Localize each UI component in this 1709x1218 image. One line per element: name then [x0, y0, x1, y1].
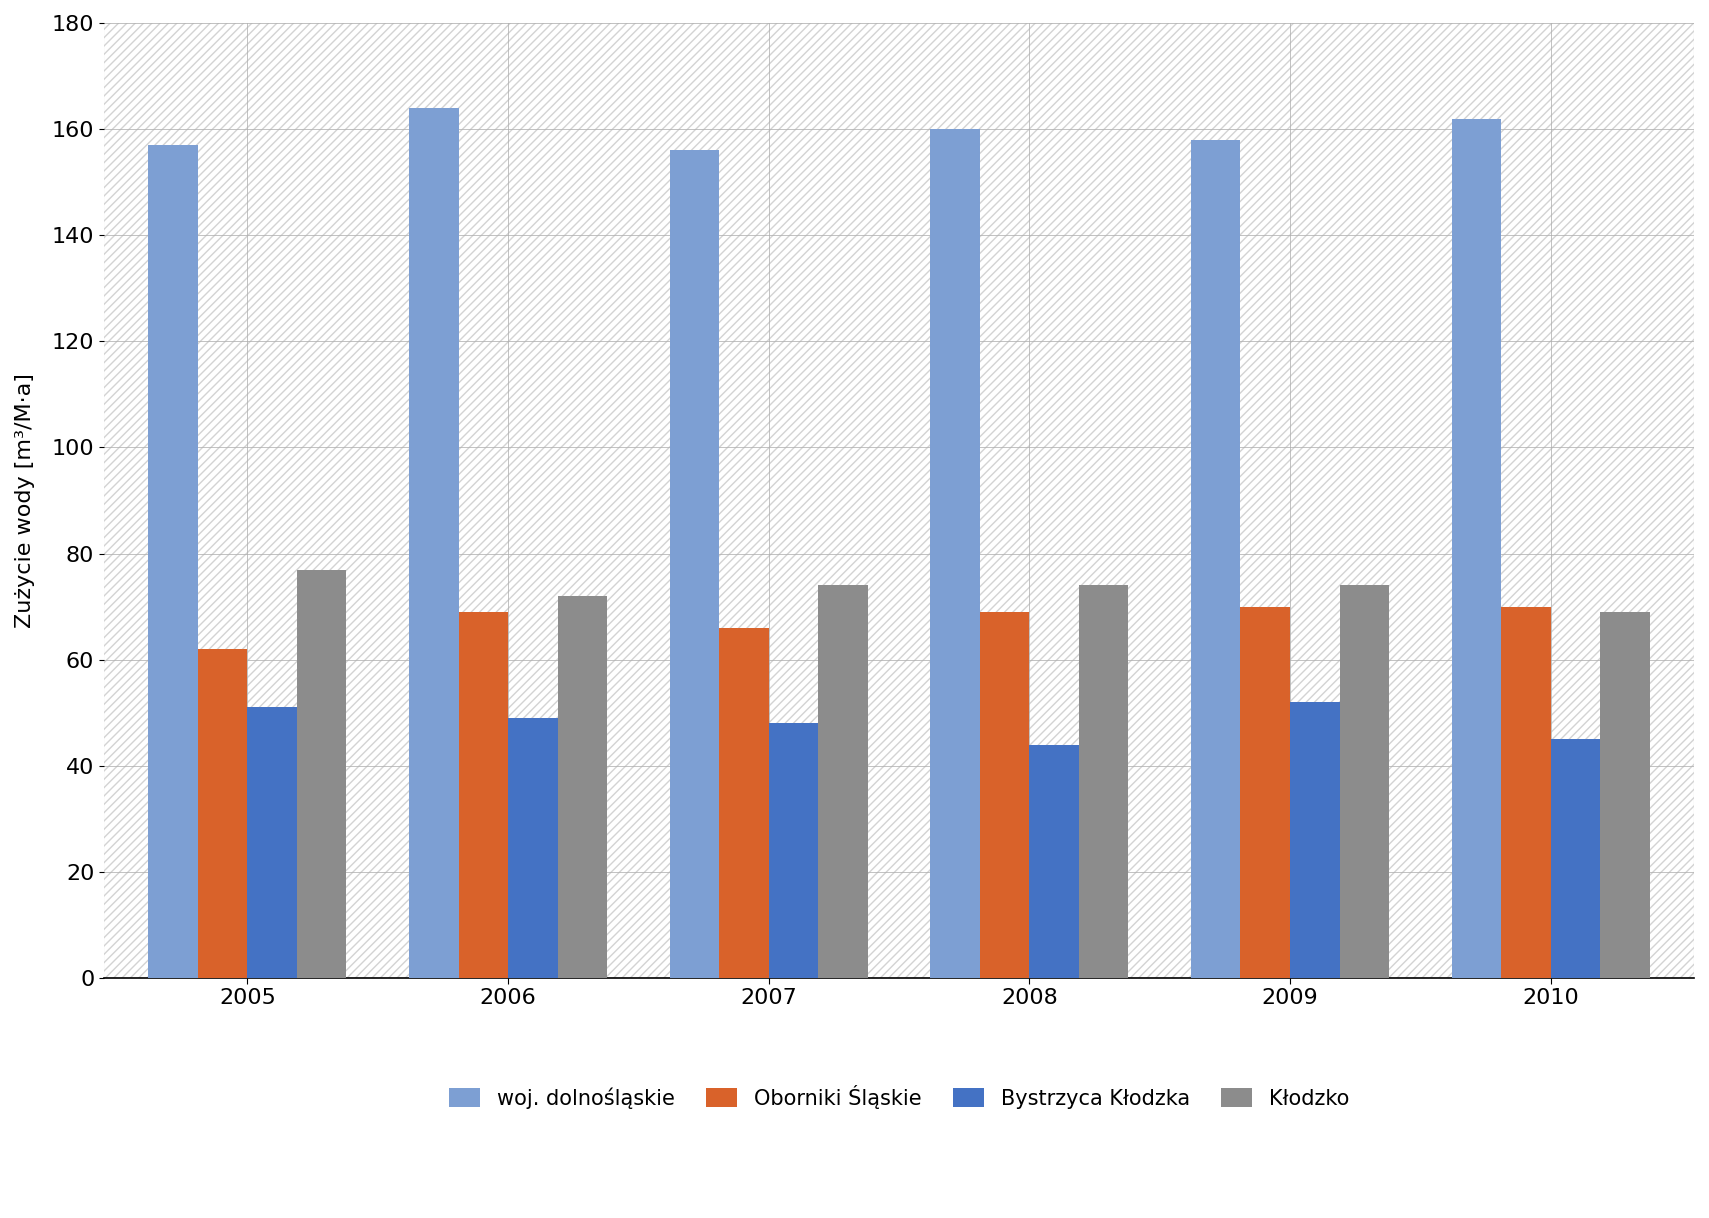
Bar — [670, 150, 719, 978]
Bar — [819, 586, 868, 978]
Y-axis label: Zużycie wody [m³/M·a]: Zużycie wody [m³/M·a] — [15, 373, 34, 628]
Bar — [104, 23, 1694, 978]
Bar — [930, 129, 979, 978]
Bar — [297, 570, 347, 978]
Legend: woj. dolnośląskie, Oborniki Śląskie, Bystrzyca Kłodzka, Kłodzko: woj. dolnośląskie, Oborniki Śląskie, Bys… — [439, 1074, 1360, 1119]
Bar — [1241, 607, 1290, 978]
Bar — [719, 628, 769, 978]
Bar — [1191, 140, 1241, 978]
Bar — [248, 708, 297, 978]
Bar — [1451, 118, 1501, 978]
Bar — [198, 649, 248, 978]
Bar — [769, 723, 819, 978]
Bar — [1600, 611, 1649, 978]
Bar — [408, 108, 458, 978]
Bar — [458, 611, 508, 978]
Bar — [508, 719, 557, 978]
Bar — [1501, 607, 1550, 978]
Bar — [149, 145, 198, 978]
Bar — [1550, 739, 1600, 978]
Bar — [1029, 744, 1078, 978]
Bar — [1078, 586, 1128, 978]
Bar — [979, 611, 1029, 978]
Bar — [1340, 586, 1389, 978]
Bar — [557, 596, 607, 978]
Bar — [1290, 702, 1340, 978]
